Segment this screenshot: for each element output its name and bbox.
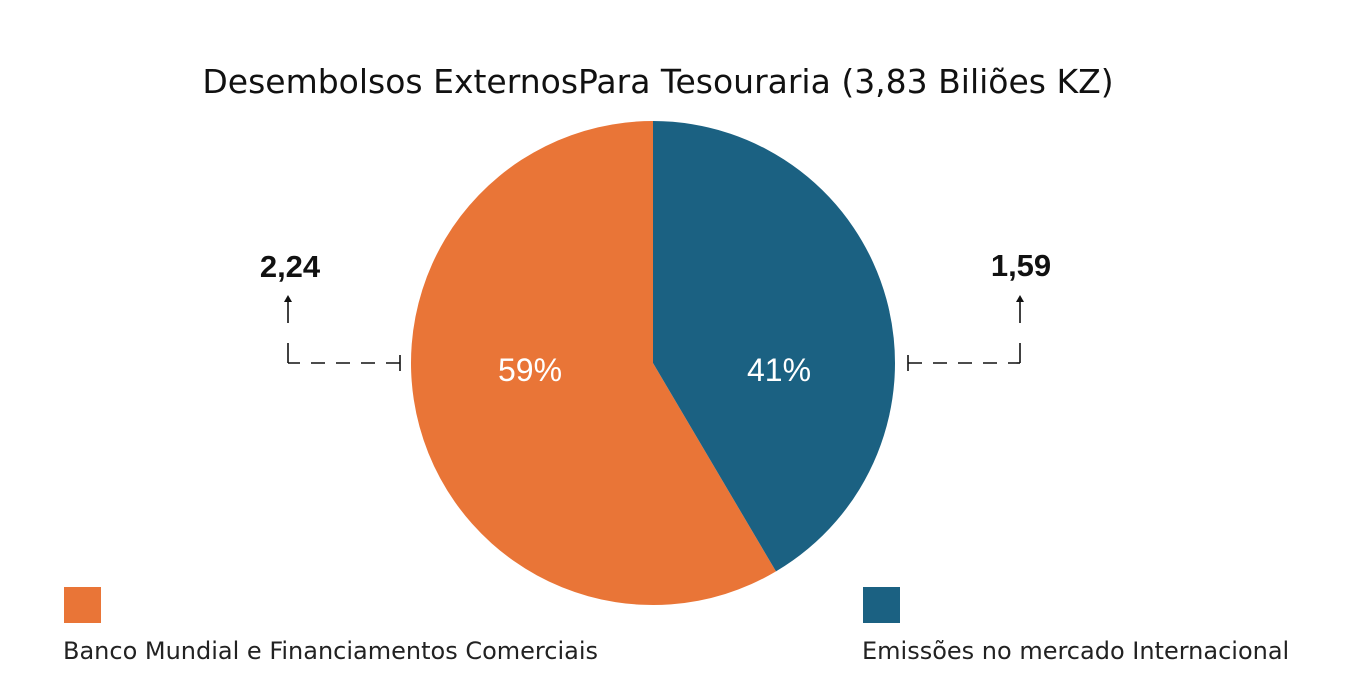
value-label-banco-mundial: 2,24 xyxy=(260,249,321,284)
pie-slices xyxy=(410,121,895,606)
legend-label-emissoes: Emissões no mercado Internacional xyxy=(862,637,1289,665)
callout-left: 2,24 xyxy=(260,249,401,371)
legend-label-banco-mundial: Banco Mundial e Financiamentos Comerciai… xyxy=(63,637,598,665)
callout-right: 1,59 xyxy=(907,248,1051,371)
slice-percent-label-emissoes: 41% xyxy=(747,352,811,388)
slice-percent-label-banco-mundial: 59% xyxy=(498,352,562,388)
legend-swatch-banco-mundial xyxy=(64,587,101,623)
callout-left-arrowhead xyxy=(284,295,292,302)
pie-slice-emissoes xyxy=(653,121,895,572)
callout-right-arrowhead xyxy=(1016,295,1024,302)
value-label-emissoes: 1,59 xyxy=(991,248,1051,283)
pie-slice-banco-mundial xyxy=(410,121,776,606)
chart-title: Desembolsos ExternosPara Tesouraria (3,8… xyxy=(202,62,1113,101)
legend: Banco Mundial e Financiamentos Comerciai… xyxy=(63,587,1289,665)
legend-swatch-emissoes xyxy=(863,587,900,623)
